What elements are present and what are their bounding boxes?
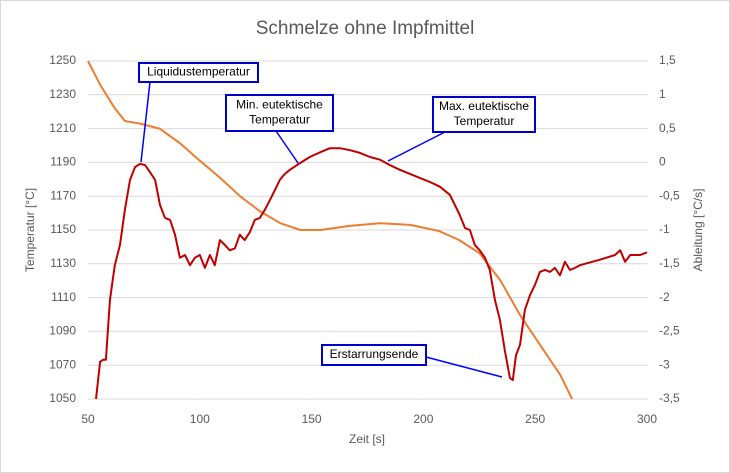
- y2-tick-label: -2,5: [659, 324, 680, 338]
- x-tick-label: 150: [302, 412, 322, 426]
- x-tick-label: 100: [190, 412, 210, 426]
- y2-tick-label: 0: [659, 155, 666, 169]
- y-tick-label: 1230: [49, 87, 76, 101]
- annotation-arrow: [140, 81, 151, 163]
- x-axis-label: Zeit [s]: [349, 432, 385, 446]
- annotation-text: Temperatur: [454, 114, 515, 128]
- annotation-box: [225, 94, 334, 132]
- x-tick-label: 200: [413, 412, 433, 426]
- y-tick-label: 1150: [50, 222, 76, 236]
- annotation-text: Liquidustemperatur: [147, 65, 250, 79]
- annotation-arrow: [387, 131, 446, 162]
- x-tick-label: 300: [637, 412, 657, 426]
- annotation: Liquidustemperatur: [138, 62, 259, 163]
- y2-tick-label: -3: [659, 357, 670, 371]
- y-tick-label: 1130: [50, 256, 76, 270]
- annotation-text: Temperatur: [249, 113, 310, 127]
- y2-tick-label: 0,5: [659, 121, 676, 135]
- y2-tick-label: -1,5: [659, 256, 680, 270]
- y2-tick-label: 1: [659, 87, 666, 101]
- y2-tick-label: -2: [659, 290, 670, 304]
- y-tick-label: 1170: [50, 188, 76, 202]
- annotation-arrow: [275, 130, 299, 164]
- annotation-text: Erstarrungsende: [330, 347, 419, 361]
- y2-tick-label: -0,5: [659, 188, 680, 202]
- y-tick-label: 1190: [50, 155, 76, 169]
- x-tick-label: 50: [81, 412, 95, 426]
- annotation-box: [321, 344, 427, 366]
- y2-tick-label: -1: [659, 222, 670, 236]
- annotation-text: Max. eutektische: [439, 99, 529, 113]
- annotation: Erstarrungsende: [321, 344, 503, 378]
- chart-title: Schmelze ohne Impfmittel: [256, 18, 475, 39]
- annotation-box: [138, 62, 259, 83]
- x-tick-label: 250: [525, 412, 545, 426]
- y-axis-label: Temperatur [°C]: [23, 188, 37, 272]
- y-tick-label: 1050: [49, 391, 76, 405]
- y2-tick-label: 1,5: [659, 53, 676, 67]
- y-tick-label: 1070: [49, 357, 76, 371]
- y-tick-label: 1110: [51, 290, 76, 304]
- y2-axis-label: Ableitung [°C/s]: [691, 189, 705, 272]
- y2-tick-label: -3,5: [659, 391, 680, 405]
- annotation-box: [432, 96, 536, 133]
- annotation-text: Min. eutektische: [236, 98, 323, 112]
- y-tick-label: 1090: [49, 324, 76, 338]
- y-tick-label: 1210: [49, 121, 76, 135]
- data-line: [87, 60, 573, 400]
- data-line: [95, 147, 648, 400]
- y-tick-label: 1250: [49, 53, 76, 67]
- annotation-arrow: [425, 356, 503, 378]
